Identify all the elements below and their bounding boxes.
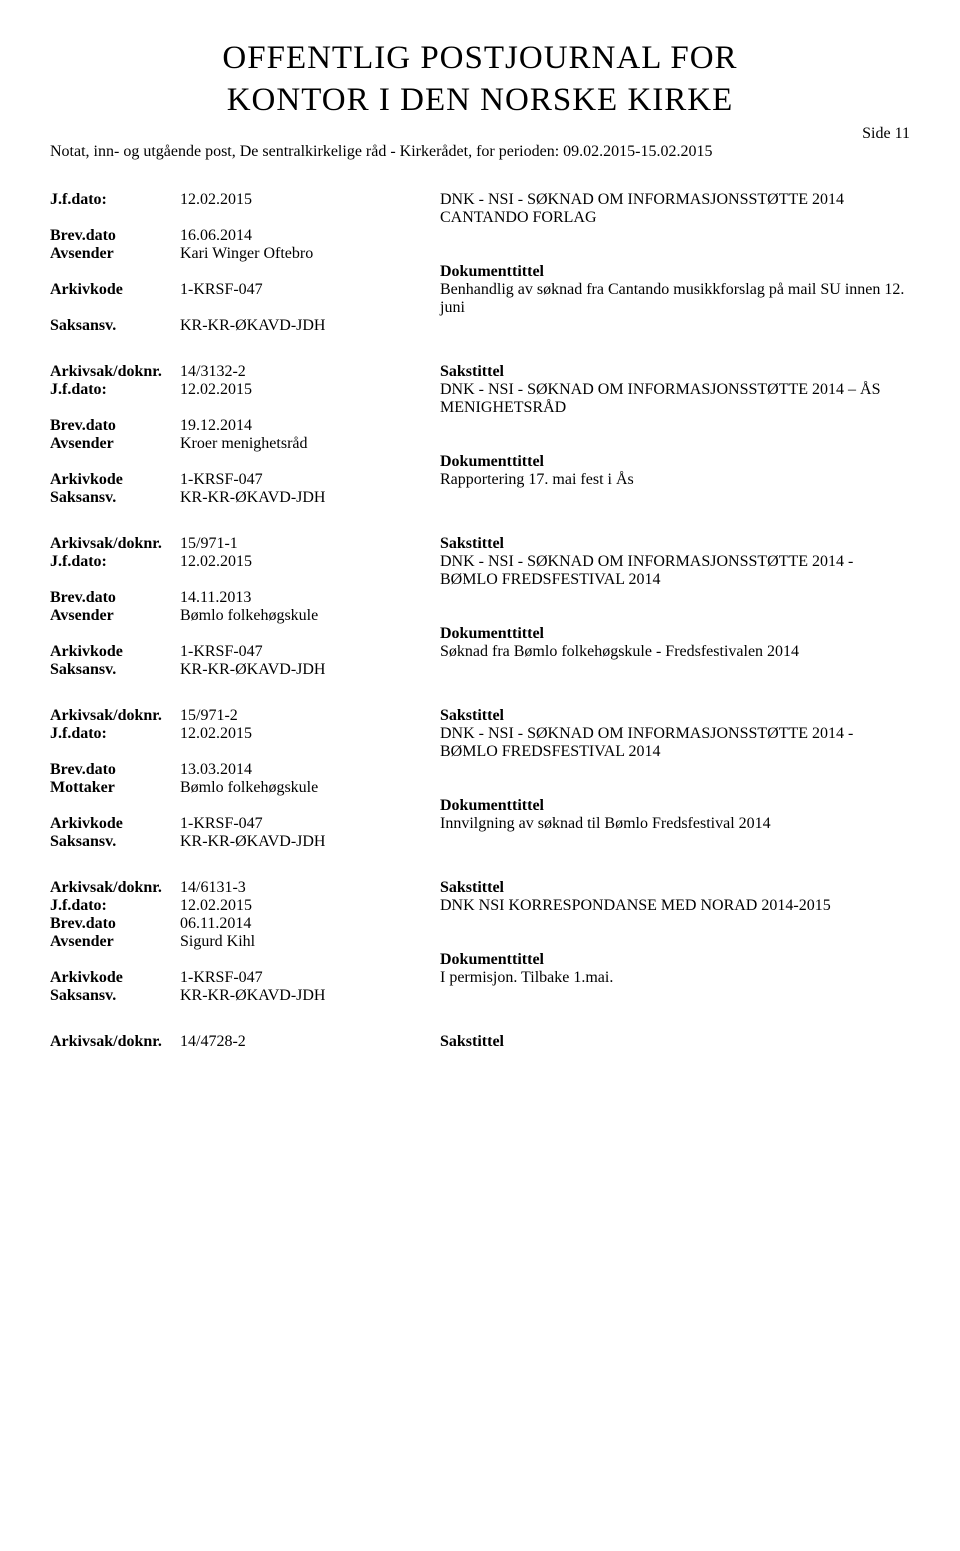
brevdato-label: Brev.dato <box>50 417 180 435</box>
arkivkode-label: Arkivkode <box>50 281 180 299</box>
saksansv-value: KR-KR-ØKAVD-JDH <box>180 317 440 335</box>
sakstittel-value: DNK - NSI - SØKNAD OM INFORMASJONSSTØTTE… <box>440 725 910 761</box>
dokumenttittel-value: I permisjon. Tilbake 1.mai. <box>440 969 910 987</box>
page-subhead: Notat, inn- og utgående post, De sentral… <box>50 143 910 161</box>
saksansv-label: Saksansv. <box>50 661 180 679</box>
arkivkode-value: 1-KRSF-047 <box>180 471 440 489</box>
jfdato-label: J.f.dato: <box>50 553 180 571</box>
dokumenttittel-label: Dokumenttittel <box>440 625 544 642</box>
saksansv-value: KR-KR-ØKAVD-JDH <box>180 661 440 679</box>
jfdato-label: J.f.dato: <box>50 381 180 399</box>
arkivkode-value: 1-KRSF-047 <box>180 969 440 987</box>
journal-entry: J.f.dato:12.02.2015DNK - NSI - SØKNAD OM… <box>50 191 910 335</box>
saksansv-label: Saksansv. <box>50 987 180 1005</box>
party-label: Avsender <box>50 607 180 625</box>
sakstittel-label: Sakstittel <box>440 707 504 724</box>
dokumenttittel-value: Rapportering 17. mai fest i Ås <box>440 471 910 489</box>
journal-entry: Arkivsak/doknr.14/6131-3Sakstittel J.f.da… <box>50 879 910 1005</box>
saksansv-label: Saksansv. <box>50 317 180 335</box>
jfdato-label: J.f.dato: <box>50 191 180 209</box>
party-value: Bømlo folkehøgskule <box>180 607 440 625</box>
page-title-line2: KONTOR I DEN NORSKE KIRKE <box>50 82 910 118</box>
arkivsak-value: 14/3132-2 <box>180 363 440 381</box>
saksansv-value: KR-KR-ØKAVD-JDH <box>180 833 440 851</box>
party-value: Kroer menighetsråd <box>180 435 440 453</box>
sakstittel-label: Sakstittel <box>440 363 504 380</box>
jfdato-value: 12.02.2015 <box>180 553 440 571</box>
arkivkode-label: Arkivkode <box>50 471 180 489</box>
dokumenttittel-value: Søknad fra Bømlo folkehøgskule - Fredsfe… <box>440 643 910 661</box>
sakstittel-value: DNK NSI KORRESPONDANSE MED NORAD 2014-20… <box>440 897 910 915</box>
saksansv-label: Saksansv. <box>50 833 180 851</box>
arkivsak-value: 14/6131-3 <box>180 879 440 897</box>
party-label: Avsender <box>50 435 180 453</box>
party-label: Avsender <box>50 933 180 951</box>
journal-entry: Arkivsak/doknr.14/3132-2Sakstittel J.f.da… <box>50 363 910 507</box>
arkivkode-value: 1-KRSF-047 <box>180 643 440 661</box>
arkivkode-label: Arkivkode <box>50 815 180 833</box>
party-value: Sigurd Kihl <box>180 933 440 951</box>
dokumenttittel-label: Dokumenttittel <box>440 797 544 814</box>
saksansv-value: KR-KR-ØKAVD-JDH <box>180 987 440 1005</box>
saksansv-label: Saksansv. <box>50 489 180 507</box>
sakstittel-label: Sakstittel <box>440 535 504 552</box>
arkivsak-label: Arkivsak/doknr. <box>50 707 180 725</box>
dokumenttittel-value: Benhandlig av søknad fra Cantando musikk… <box>440 281 910 317</box>
arkivkode-value: 1-KRSF-047 <box>180 815 440 833</box>
dokumenttittel-label: Dokumenttittel <box>440 951 544 968</box>
arkivkode-label: Arkivkode <box>50 643 180 661</box>
journal-entry: Arkivsak/doknr.15/971-1Sakstittel J.f.dat… <box>50 535 910 679</box>
arkivsak-label: Arkivsak/doknr. <box>50 535 180 553</box>
jfdato-value: 12.02.2015 <box>180 897 440 915</box>
party-label: Mottaker <box>50 779 180 797</box>
sakstittel-label: Sakstittel <box>440 1033 504 1050</box>
dokumenttittel-label: Dokumenttittel <box>440 453 544 470</box>
jfdato-value: 12.02.2015 <box>180 191 440 209</box>
jfdato-label: J.f.dato: <box>50 897 180 915</box>
party-value: Kari Winger Oftebro <box>180 245 440 263</box>
jfdato-label: J.f.dato: <box>50 725 180 743</box>
page-number: Side 11 <box>50 125 910 143</box>
arkivsak-label: Arkivsak/doknr. <box>50 363 180 381</box>
brevdato-value: 16.06.2014 <box>180 227 440 245</box>
brevdato-label: Brev.dato <box>50 227 180 245</box>
jfdato-value: 12.02.2015 <box>180 381 440 399</box>
journal-entry: Arkivsak/doknr.14/4728-2Sakstittel <box>50 1033 910 1051</box>
dokumenttittel-value: Innvilgning av søknad til Bømlo Fredsfes… <box>440 815 910 833</box>
brevdato-label: Brev.dato <box>50 761 180 779</box>
arkivsak-label: Arkivsak/doknr. <box>50 879 180 897</box>
sakstittel-value: DNK - NSI - SØKNAD OM INFORMASJONSSTØTTE… <box>440 381 910 417</box>
dokumenttittel-label: Dokumenttittel <box>440 263 544 280</box>
journal-entry: Arkivsak/doknr.15/971-2Sakstittel J.f.dat… <box>50 707 910 851</box>
sakstittel-value: DNK - NSI - SØKNAD OM INFORMASJONSSTØTTE… <box>440 553 910 589</box>
jfdato-value: 12.02.2015 <box>180 725 440 743</box>
brevdato-value: 14.11.2013 <box>180 589 440 607</box>
arkivsak-value: 15/971-2 <box>180 707 440 725</box>
party-value: Bømlo folkehøgskule <box>180 779 440 797</box>
party-label: Avsender <box>50 245 180 263</box>
brevdato-value: 19.12.2014 <box>180 417 440 435</box>
arkivkode-label: Arkivkode <box>50 969 180 987</box>
arkivsak-value: 15/971-1 <box>180 535 440 553</box>
saksansv-value: KR-KR-ØKAVD-JDH <box>180 489 440 507</box>
arkivsak-label: Arkivsak/doknr. <box>50 1033 180 1051</box>
brevdato-label: Brev.dato <box>50 589 180 607</box>
sakstittel-value: DNK - NSI - SØKNAD OM INFORMASJONSSTØTTE… <box>440 191 910 227</box>
brevdato-value: 13.03.2014 <box>180 761 440 779</box>
arkivkode-value: 1-KRSF-047 <box>180 281 440 299</box>
brevdato-value: 06.11.2014 <box>180 915 440 933</box>
page-title-line1: OFFENTLIG POSTJOURNAL FOR <box>50 40 910 76</box>
sakstittel-label: Sakstittel <box>440 879 504 896</box>
brevdato-label: Brev.dato <box>50 915 180 933</box>
arkivsak-value: 14/4728-2 <box>180 1033 440 1051</box>
